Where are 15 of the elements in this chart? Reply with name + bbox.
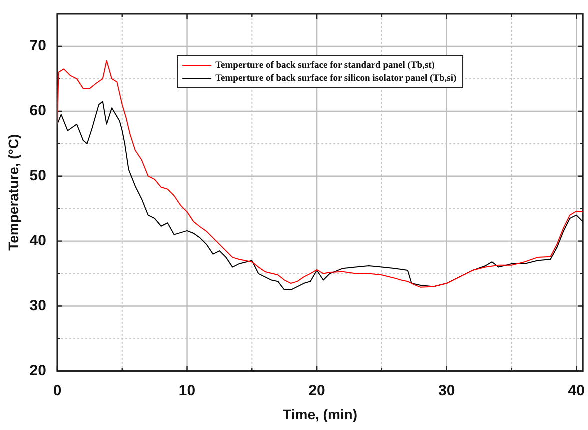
y-axis-title: Temperature, (°C) — [5, 134, 22, 251]
x-tick-label: 0 — [53, 382, 62, 400]
y-tick-label: 20 — [30, 362, 46, 380]
y-tick-label: 30 — [30, 297, 46, 314]
x-tick-label: 30 — [438, 382, 456, 400]
y-tick-label: 60 — [30, 102, 46, 120]
y-tick-label: 40 — [30, 232, 46, 250]
y-tick-label: 50 — [30, 168, 46, 185]
x-tick-label: 20 — [308, 382, 326, 400]
x-tick-label: 40 — [568, 382, 585, 400]
legend-label: Temperture of back surface for standard panel (Tb,st) — [216, 60, 435, 71]
x-tick-label: 10 — [178, 382, 196, 400]
x-axis-title: Time, (min) — [283, 406, 358, 422]
legend-label: Temperture of back surface for silicon isolator panel (Tb,si) — [216, 74, 457, 84]
y-tick-label: 70 — [30, 38, 46, 55]
